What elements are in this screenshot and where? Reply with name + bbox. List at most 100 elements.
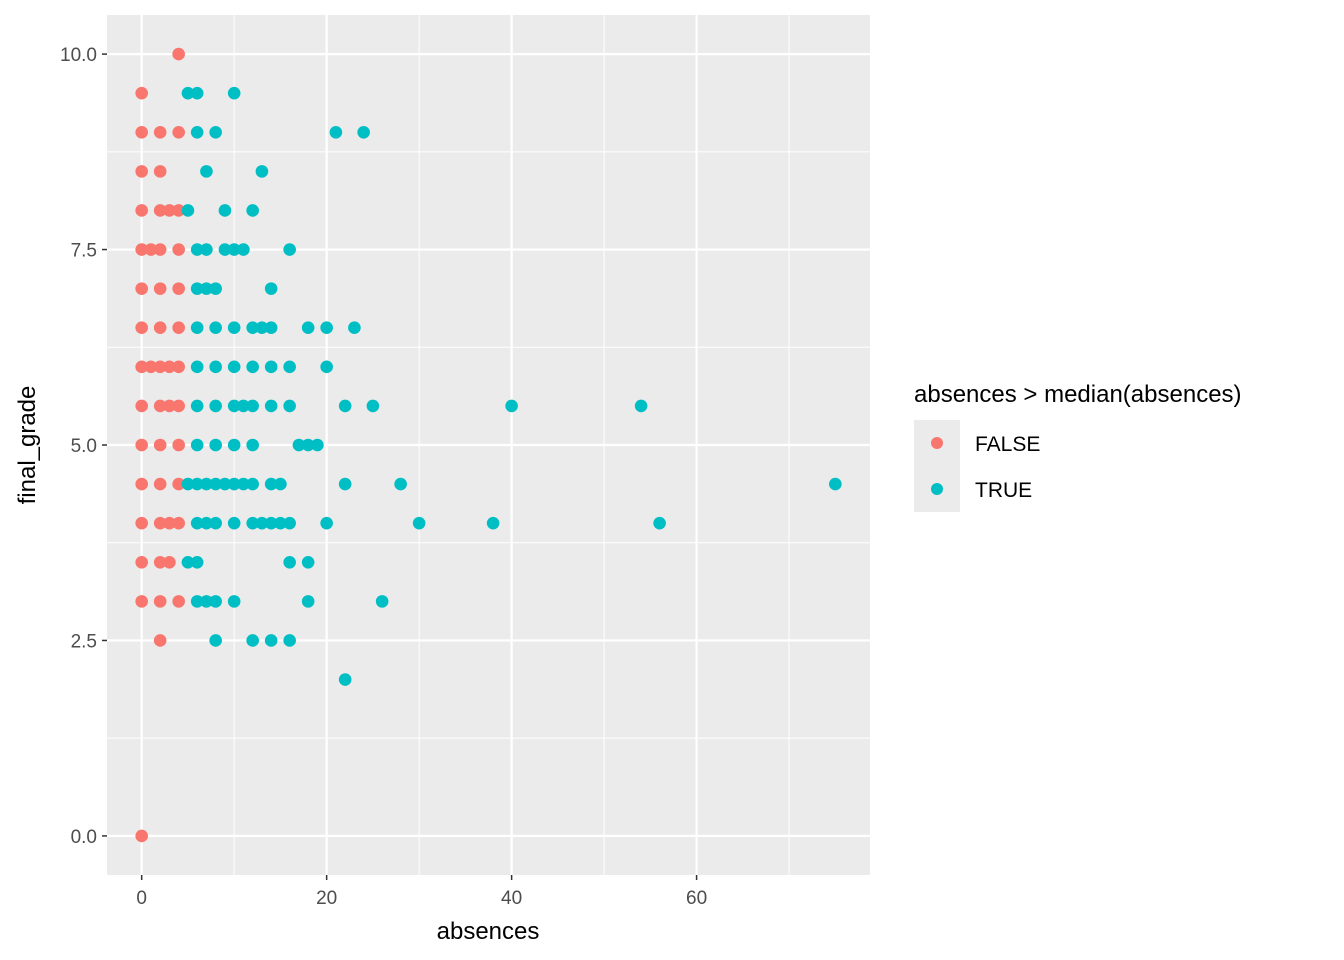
data-point-true xyxy=(200,243,213,256)
data-point-true xyxy=(209,125,222,139)
data-point-false xyxy=(135,829,148,843)
data-point-true xyxy=(246,399,259,413)
data-point-false xyxy=(144,243,158,256)
data-point-true xyxy=(357,125,370,139)
data-point-true xyxy=(200,595,213,608)
data-point-true xyxy=(190,243,204,256)
legend-key-true xyxy=(931,483,943,495)
data-point-true xyxy=(209,438,222,452)
data-point-false xyxy=(172,595,185,608)
data-point-true xyxy=(190,321,204,335)
data-point-true xyxy=(209,282,222,295)
data-point-false xyxy=(135,516,148,530)
data-point-false xyxy=(163,516,176,530)
data-point-false xyxy=(172,125,185,139)
data-point-true xyxy=(227,360,241,374)
data-point-true xyxy=(190,86,204,100)
data-point-true xyxy=(218,243,232,256)
data-point-true xyxy=(181,204,195,217)
data-point-true xyxy=(190,399,204,413)
data-point-true xyxy=(283,634,296,647)
data-point-true xyxy=(218,477,232,491)
data-point-true xyxy=(190,438,204,452)
data-point-false xyxy=(135,86,148,100)
data-point-true xyxy=(190,555,204,569)
data-point-true xyxy=(181,86,195,100)
data-point-true xyxy=(301,555,315,569)
data-point-true xyxy=(200,477,213,491)
data-point-true xyxy=(283,555,296,569)
data-point-false xyxy=(153,399,167,413)
data-point-true xyxy=(366,399,380,413)
data-point-false xyxy=(172,282,185,295)
data-point-false xyxy=(172,243,185,256)
data-point-true xyxy=(255,165,269,178)
data-point-false xyxy=(144,360,158,374)
data-point-true xyxy=(209,516,222,530)
data-point-false xyxy=(135,165,148,178)
data-point-true xyxy=(320,360,333,374)
data-point-true xyxy=(394,477,407,491)
data-point-true xyxy=(301,321,315,335)
data-point-true xyxy=(320,516,333,530)
data-point-true xyxy=(181,477,195,491)
data-point-false xyxy=(135,477,148,491)
legend-label-true: TRUE xyxy=(975,479,1032,502)
data-point-true xyxy=(209,399,222,413)
data-point-true xyxy=(200,165,213,178)
data-point-true xyxy=(301,438,315,452)
data-point-true xyxy=(227,86,241,100)
data-point-true xyxy=(301,595,315,608)
y-tick-label: 0.0 xyxy=(71,827,97,848)
data-point-false xyxy=(135,399,148,413)
data-point-true xyxy=(292,438,306,452)
data-point-false xyxy=(172,204,185,217)
data-point-false xyxy=(163,360,176,374)
data-point-true xyxy=(246,321,259,335)
data-point-true xyxy=(237,243,250,256)
data-point-false xyxy=(163,399,176,413)
data-point-false xyxy=(172,47,185,61)
data-point-true xyxy=(338,673,352,686)
data-point-true xyxy=(190,516,204,530)
data-point-false xyxy=(172,399,185,413)
y-tick-label: 2.5 xyxy=(71,631,97,652)
data-point-false xyxy=(172,438,185,452)
data-point-false xyxy=(172,360,185,374)
data-point-false xyxy=(135,321,148,335)
data-point-true xyxy=(338,399,352,413)
data-point-false xyxy=(163,204,176,217)
data-point-false xyxy=(153,321,167,335)
legend-label-false: FALSE xyxy=(975,433,1040,456)
data-point-false xyxy=(153,360,167,374)
data-point-false xyxy=(153,516,167,530)
data-point-false xyxy=(172,321,185,335)
data-point-false xyxy=(153,634,167,647)
x-axis-label: absences xyxy=(437,918,540,945)
data-point-true xyxy=(209,477,222,491)
data-point-false xyxy=(135,595,148,608)
data-point-true xyxy=(653,516,666,530)
data-point-true xyxy=(274,477,287,491)
data-point-true xyxy=(190,125,204,139)
data-point-true xyxy=(246,204,259,217)
data-point-true xyxy=(311,438,324,452)
x-tick-label: 20 xyxy=(316,888,337,909)
x-tick-label: 40 xyxy=(501,888,522,909)
data-point-false xyxy=(153,282,167,295)
data-point-true xyxy=(283,399,296,413)
data-point-true xyxy=(227,438,241,452)
data-point-true xyxy=(329,125,343,139)
data-point-true xyxy=(375,595,389,608)
data-point-true xyxy=(190,282,204,295)
data-point-true xyxy=(829,477,842,491)
data-point-true xyxy=(227,477,241,491)
data-point-true xyxy=(190,477,204,491)
data-point-false xyxy=(135,555,148,569)
data-point-true xyxy=(274,516,287,530)
data-point-true xyxy=(237,399,250,413)
data-point-false xyxy=(153,125,167,139)
data-point-false xyxy=(172,477,185,491)
